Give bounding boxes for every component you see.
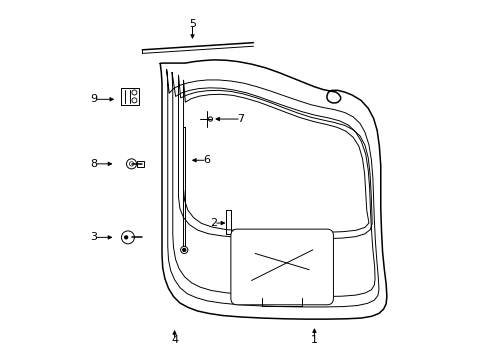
Circle shape [183,248,185,251]
Text: 4: 4 [171,334,178,345]
Text: 9: 9 [90,94,97,104]
Text: 2: 2 [210,218,217,228]
Bar [136,161,143,167]
Text: 8: 8 [90,159,97,169]
Text: 3: 3 [90,232,97,242]
Text: 5: 5 [189,19,196,29]
Text: 1: 1 [310,334,317,345]
Text: 6: 6 [203,155,210,165]
Circle shape [124,236,127,239]
Text: 7: 7 [237,114,244,124]
FancyBboxPatch shape [230,229,333,305]
